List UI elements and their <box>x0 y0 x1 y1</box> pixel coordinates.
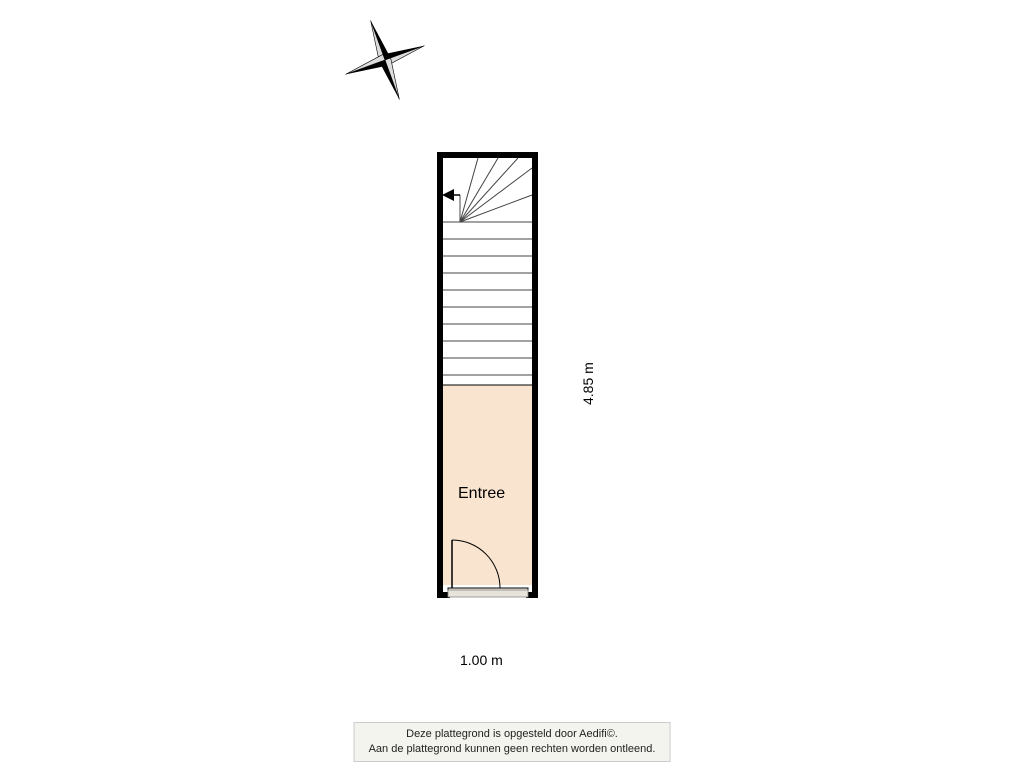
entree-label: Entree <box>458 485 505 503</box>
compass-icon <box>331 6 439 114</box>
stair-arrow-icon <box>442 189 460 201</box>
disclaimer-line-2: Aan de plattegrond kunnen geen rechten w… <box>369 742 656 757</box>
height-dimension: 4.85 m <box>580 362 596 405</box>
stair-treads <box>443 222 532 375</box>
room-group <box>440 155 535 598</box>
disclaimer-box: Deze plattegrond is opgesteld door Aedif… <box>354 722 671 762</box>
width-dimension: 1.00 m <box>460 652 503 668</box>
floorplan-canvas: Entree 1.00 m 4.85 m Deze plattegrond is… <box>0 0 1024 768</box>
stair-fan <box>460 158 532 222</box>
floorplan-svg <box>0 0 1024 720</box>
disclaimer-line-1: Deze plattegrond is opgesteld door Aedif… <box>369 727 656 742</box>
